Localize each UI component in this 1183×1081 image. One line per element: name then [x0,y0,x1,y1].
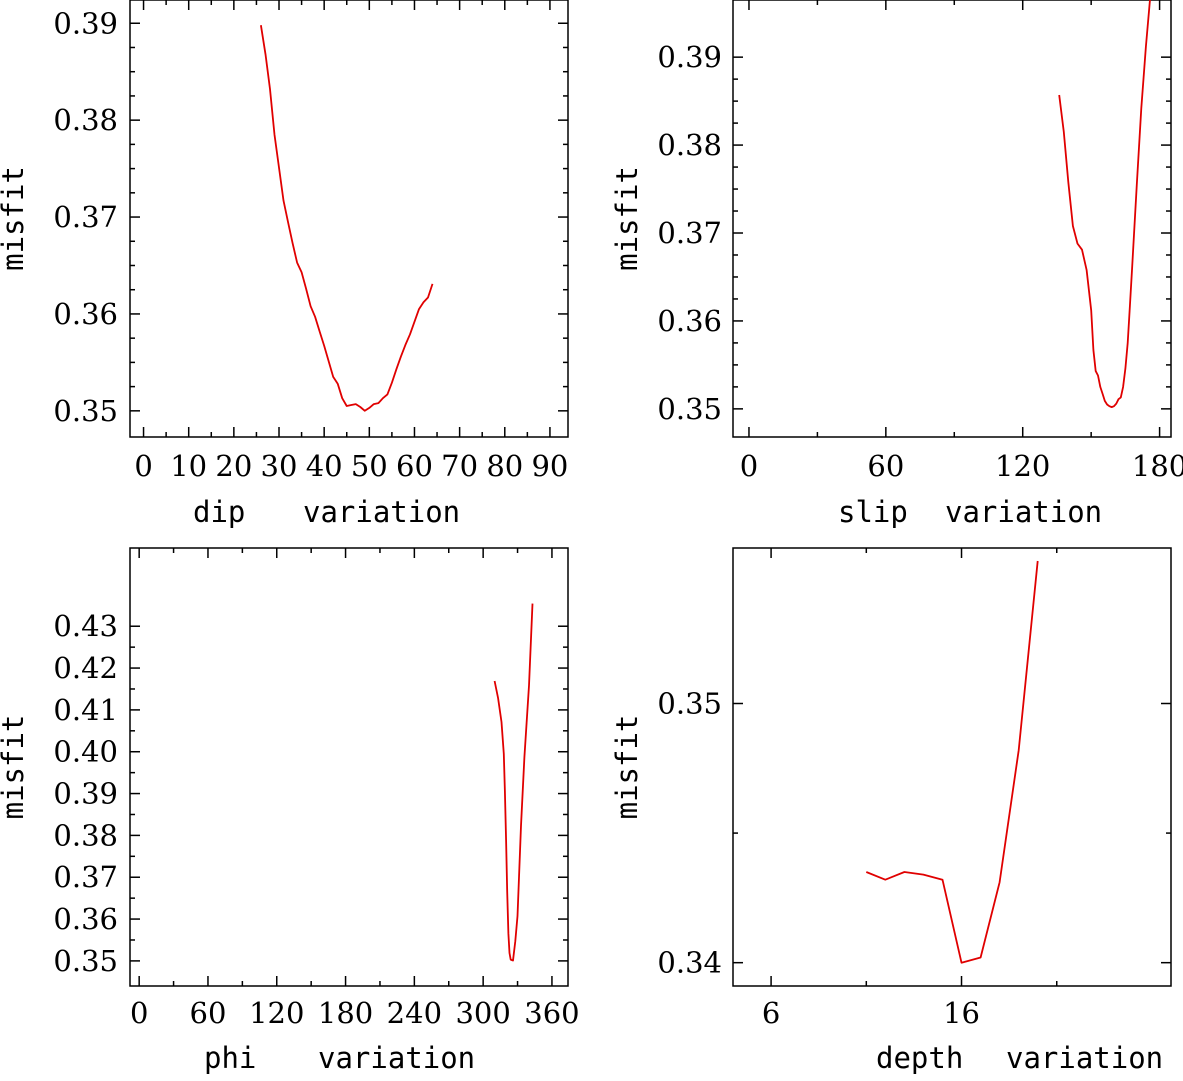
slip-y-tick-label: 0.36 [657,304,722,338]
phi-y-tick-label: 0.41 [53,693,118,727]
depth-x-tick-label: 16 [943,996,980,1030]
phi-x-axis-title-part2: variation [318,1041,475,1075]
slip-x-axis-title-part2: variation [945,495,1102,529]
depth-x-tick-label: 6 [762,996,780,1030]
slip-x-tick-label: 180 [1132,449,1183,483]
slip-x-tick-label: 60 [867,449,904,483]
phi-y-tick-label: 0.43 [53,609,118,643]
depth-y-axis-title: misfit [610,715,644,820]
dip-x-tick-label: 20 [215,449,252,483]
dip-y-tick-label: 0.39 [53,6,118,40]
dip-x-tick-label: 10 [170,449,207,483]
depth-y-tick-label: 0.35 [657,687,722,721]
slip-y-tick-label: 0.39 [657,40,722,74]
slip-y-tick-label: 0.37 [657,216,722,250]
panel-slip: 0 60 120 180 0.35 0.36 0.37 0.38 0.39 slip variati… [610,0,1183,529]
phi-y-axis-title: misfit [0,715,30,820]
phi-y-tick-label: 0.35 [53,944,118,978]
phi-series-line [493,603,534,962]
dip-y-tick-label: 0.38 [53,103,118,137]
depth-plot-frame [732,547,1172,987]
dip-x-tick-label: 80 [486,449,523,483]
phi-y-tick-label: 0.37 [53,860,118,894]
phi-x-axis-title-part1: phi [204,1041,256,1075]
phi-x-tick-label: 240 [387,996,442,1030]
slip-x-tick-label: 0 [740,449,758,483]
dip-x-tick-label: 0 [134,449,152,483]
phi-plot-frame [129,547,569,987]
dip-series-line [260,25,434,412]
phi-x-tick-label: 300 [455,996,510,1030]
dip-x-tick-label: 60 [396,449,433,483]
dip-x-axis-title-part2: variation [303,495,460,529]
phi-y-tick-label: 0.42 [53,651,118,685]
phi-x-tick-label: 180 [318,996,373,1030]
dip-x-tick-label: 40 [306,449,343,483]
phi-x-tick-label: 60 [190,996,227,1030]
dip-x-tick-label: 30 [261,449,298,483]
dip-plot-frame [129,0,569,438]
slip-plot-frame [732,0,1172,438]
depth-series-line [865,560,1039,964]
slip-x-tick-label: 120 [995,449,1050,483]
slip-y-axis-title: misfit [610,166,644,271]
dip-x-tick-label: 90 [531,449,568,483]
dip-x-tick-label: 70 [441,449,478,483]
slip-series-line [1058,0,1151,409]
phi-y-tick-label: 0.39 [53,777,118,811]
phi-y-tick-label: 0.38 [53,818,118,852]
phi-y-tick-label: 0.36 [53,902,118,936]
depth-x-axis-title-part2: variation [1006,1041,1163,1075]
dip-x-axis-title-part1: dip [193,495,245,529]
slip-y-tick-label: 0.38 [657,128,722,162]
slip-y-tick-label: 0.35 [657,392,722,426]
depth-x-axis-title-part1: depth [876,1041,963,1075]
phi-y-tick-label: 0.40 [53,735,118,769]
dip-x-tick-label: 50 [351,449,388,483]
dip-y-axis-title: misfit [0,166,30,271]
dip-y-tick-label: 0.36 [53,297,118,331]
panel-depth: 6 16 0.34 0.35 depth variation misfit [610,547,1172,1075]
depth-y-tick-label: 0.34 [657,946,722,980]
phi-x-tick-label: 120 [249,996,304,1030]
panel-dip: 0 10 20 30 40 50 60 70 80 90 0.35 0.36 0.37 0.38 0.39 d… [0,0,569,529]
dip-y-tick-label: 0.35 [53,394,118,428]
dip-y-tick-label: 0.37 [53,200,118,234]
phi-x-tick-label: 0 [130,996,148,1030]
phi-x-tick-label: 360 [524,996,579,1030]
slip-x-axis-title-part1: slip [838,495,908,529]
panel-phi: 0 60 120 180 240 300 360 0.35 0.36 0.37 0.38 0.39 0.… [0,547,580,1075]
